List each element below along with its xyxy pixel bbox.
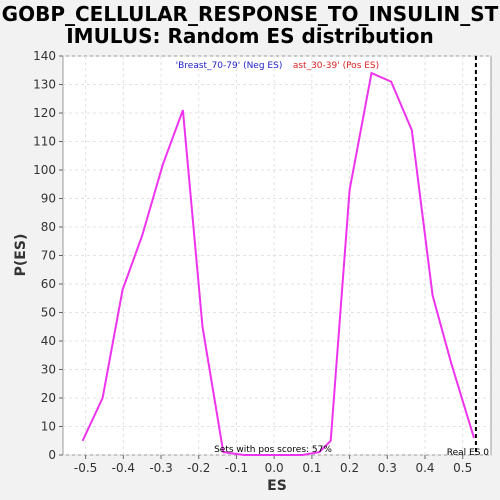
gridlines xyxy=(63,55,491,456)
x-tick-label: -0.5 xyxy=(74,461,97,475)
y-tick-label: 10 xyxy=(41,420,56,434)
x-tick-label: -0.1 xyxy=(225,461,248,475)
y-tick-label: 120 xyxy=(33,106,56,120)
pos-scores-annotation: Sets with pos scores: 57% xyxy=(214,445,332,455)
chart-title-line1: GOBP_CELLULAR_RESPONSE_TO_INSULIN_ST xyxy=(2,2,499,26)
y-axis-label: P(ES) xyxy=(13,234,29,277)
series-line xyxy=(81,71,475,456)
x-tick-label: 0.0 xyxy=(265,461,284,475)
y-tick-label: 40 xyxy=(41,334,56,348)
y-tick-label: 30 xyxy=(41,363,56,377)
real-es-label: Real ES 0 xyxy=(447,448,490,458)
y-tick-label: 20 xyxy=(41,391,56,405)
y-tick-label: 90 xyxy=(41,192,56,206)
x-tick-label: -0.2 xyxy=(187,461,210,475)
x-axis-ticks: -0.5 -0.4 -0.3 -0.2 -0.1 0.0 0.1 0.2 0.3 0.4 0.5 xyxy=(74,455,472,475)
chart-title-line2: IMULUS: Random ES distribution xyxy=(66,24,434,48)
x-axis-label: ES xyxy=(267,478,287,494)
y-tick-label: 60 xyxy=(41,277,56,291)
x-tick-label: -0.3 xyxy=(149,461,172,475)
y-tick-label: 80 xyxy=(41,220,56,234)
x-tick-label: 0.3 xyxy=(378,461,397,475)
y-tick-label: 110 xyxy=(33,135,56,149)
y-tick-label: 70 xyxy=(41,249,56,263)
y-tick-label: 140 xyxy=(33,49,56,63)
y-tick-label: 50 xyxy=(41,306,56,320)
y-tick-label: 130 xyxy=(33,78,56,92)
x-tick-label: 0.1 xyxy=(302,461,321,475)
x-tick-label: 0.5 xyxy=(453,461,472,475)
y-tick-label: 0 xyxy=(48,448,56,462)
x-tick-label: 0.2 xyxy=(340,461,359,475)
x-tick-label: -0.4 xyxy=(112,461,135,475)
legend-pos-es: ast_30-39' (Pos ES) xyxy=(293,61,379,71)
legend-neg-es: 'Breast_70-79' (Neg ES) xyxy=(176,61,283,71)
y-axis-ticks: 0 10 20 30 40 50 60 70 80 90 100 110 120 130 140 xyxy=(33,49,63,462)
y-tick-label: 100 xyxy=(33,163,56,177)
x-tick-label: 0.4 xyxy=(415,461,434,475)
